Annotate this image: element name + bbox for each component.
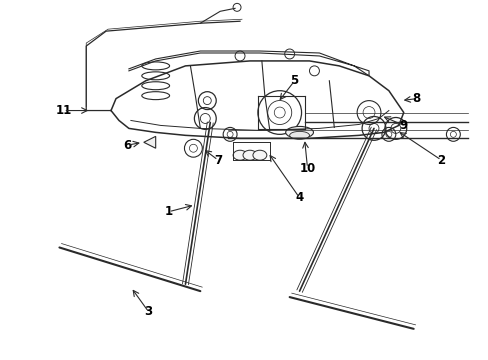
Ellipse shape	[243, 150, 256, 160]
Ellipse shape	[233, 150, 246, 160]
Polygon shape	[143, 136, 155, 148]
Ellipse shape	[285, 126, 313, 138]
Text: 5: 5	[290, 74, 298, 87]
Text: 9: 9	[399, 119, 407, 132]
Ellipse shape	[252, 150, 266, 160]
Text: 10: 10	[299, 162, 315, 175]
Text: 4: 4	[295, 192, 303, 204]
Text: 1: 1	[164, 205, 172, 218]
Text: 11: 11	[55, 104, 71, 117]
Text: 7: 7	[214, 154, 222, 167]
Text: 6: 6	[122, 139, 131, 152]
Text: 8: 8	[412, 92, 420, 105]
Text: 3: 3	[144, 306, 152, 319]
Text: 2: 2	[436, 154, 445, 167]
Ellipse shape	[289, 131, 309, 139]
